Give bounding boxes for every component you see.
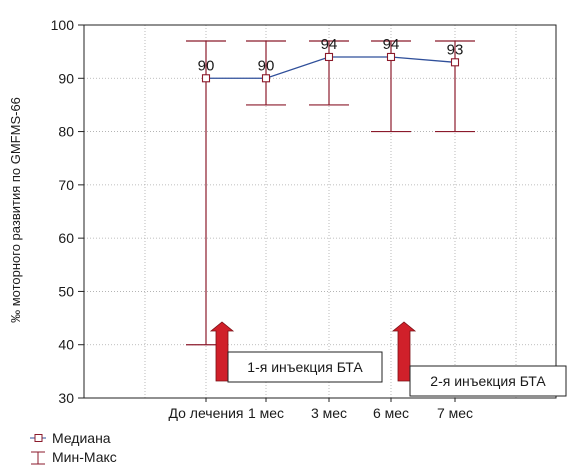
- x-tick-label: 7 мес: [437, 405, 473, 421]
- y-axis-ticks: 30 40 50 60 70 80 90 100: [51, 17, 84, 406]
- annotation-label: 2-я инъекция БТА: [430, 373, 546, 389]
- x-tick-label: До лечения: [168, 405, 243, 421]
- median-point: [450, 58, 460, 67]
- plot-frame: [83, 24, 557, 399]
- data-label: 90: [198, 57, 215, 74]
- y-tick-label: 60: [58, 230, 74, 246]
- legend: Медиана Мин-Макс: [30, 430, 117, 465]
- grid: [84, 25, 556, 398]
- x-tick-label: 1 мес: [248, 405, 284, 421]
- legend-median-marker: [34, 434, 43, 442]
- x-axis-ticks: До лечения 1 мес 3 мес 6 мес 7 мес: [168, 398, 473, 421]
- x-tick-label: 6 мес: [373, 405, 409, 421]
- median-point: [386, 52, 396, 62]
- y-tick-label: 30: [58, 390, 74, 406]
- legend-range-label: Мин-Макс: [52, 449, 117, 465]
- min-max-bars: [186, 40, 475, 346]
- y-tick-label: 100: [51, 17, 75, 33]
- annotations: 1-я инъекция БТА 2-я инъекция БТА: [209, 321, 567, 397]
- data-label: 94: [321, 36, 338, 53]
- y-tick-label: 40: [58, 337, 74, 353]
- legend-median-label: Медиана: [52, 430, 111, 446]
- data-labels: 90 90 94 94 93: [198, 36, 464, 74]
- median-point: [201, 74, 211, 83]
- annotation-label: 1-я инъекция БТА: [247, 359, 363, 375]
- data-label: 93: [447, 41, 464, 58]
- data-label: 94: [383, 36, 400, 53]
- y-tick-label: 50: [58, 283, 74, 299]
- annotation-box: [227, 351, 383, 383]
- x-tick-label: 3 мес: [311, 405, 347, 421]
- y-axis-label: ‰ моторного развития по GMFMS-66: [8, 97, 23, 323]
- data-label: 90: [258, 57, 275, 74]
- annotation-box: [409, 365, 567, 397]
- y-tick-label: 70: [58, 177, 74, 193]
- median-series: [201, 52, 460, 83]
- y-tick-label: 90: [58, 70, 74, 86]
- median-point: [324, 52, 334, 62]
- median-point: [261, 74, 271, 83]
- y-tick-label: 80: [58, 124, 74, 140]
